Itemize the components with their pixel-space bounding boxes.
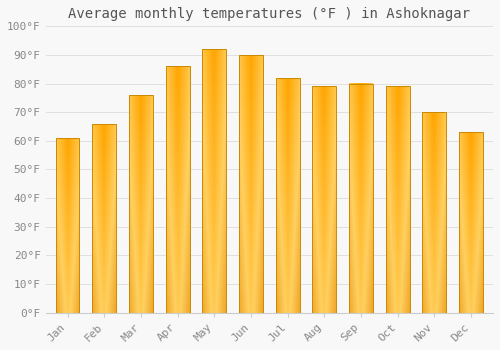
Bar — [166, 66, 190, 313]
Bar — [276, 78, 299, 313]
Title: Average monthly temperatures (°F ) in Ashoknagar: Average monthly temperatures (°F ) in As… — [68, 7, 470, 21]
Bar — [422, 112, 446, 313]
Bar — [386, 86, 409, 313]
Bar — [56, 138, 80, 313]
Bar — [459, 132, 483, 313]
Bar — [202, 49, 226, 313]
Bar — [129, 95, 153, 313]
Bar — [92, 124, 116, 313]
Bar — [349, 84, 373, 313]
Bar — [239, 55, 263, 313]
Bar — [312, 86, 336, 313]
